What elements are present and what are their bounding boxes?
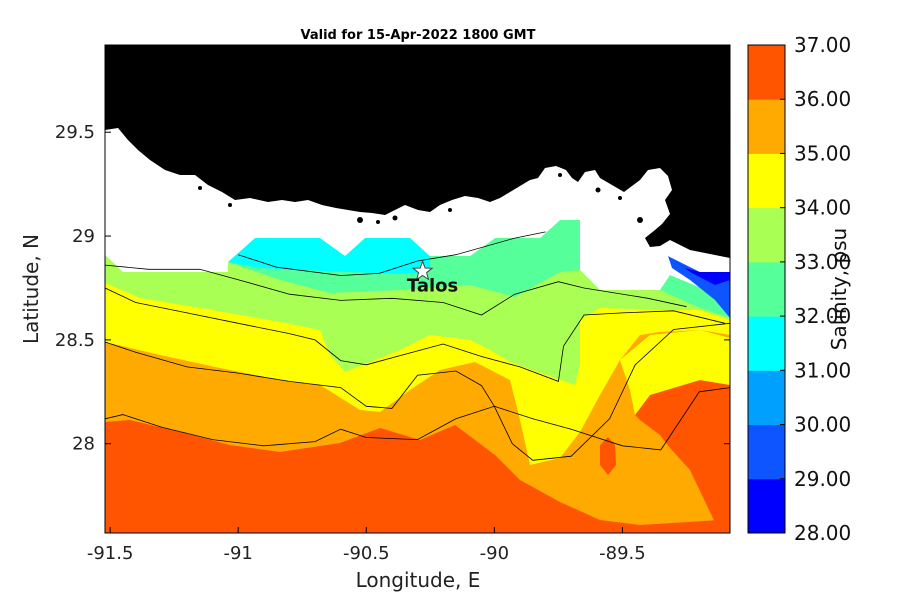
colorbar-tick-label: 28.00 xyxy=(794,521,851,545)
colorbar-tick-label: 36.00 xyxy=(794,87,851,111)
band-36-37 xyxy=(105,420,730,533)
colorbar-tick-label: 37.00 xyxy=(794,33,851,57)
land-mass xyxy=(105,45,730,258)
contour-line-35 xyxy=(105,322,730,461)
colorbar-band xyxy=(748,478,785,534)
band-36-37-island xyxy=(600,437,616,475)
x-tick-label: -90 xyxy=(480,543,509,564)
colorbar-tick-label: 34.00 xyxy=(794,196,851,220)
contour-line-36 xyxy=(105,387,730,451)
star-icon xyxy=(411,259,434,281)
plot-area: Talos xyxy=(105,45,730,533)
talos-label: Talos xyxy=(407,275,458,296)
y-tick-label: 28.5 xyxy=(55,330,95,351)
x-axis-ticks: -91.5 -91 -90.5 -90 -89.5 xyxy=(87,45,646,564)
colorbar-band xyxy=(748,316,785,371)
x-tick-label: -90.5 xyxy=(343,543,390,564)
plot-frame xyxy=(104,44,731,534)
contour-lines xyxy=(105,231,730,461)
colorbar-tick-label: 31.00 xyxy=(794,358,851,382)
y-tick-label: 29.5 xyxy=(55,122,95,143)
salinity-bands xyxy=(105,220,730,533)
colorbar-band xyxy=(748,370,785,425)
colorbar-band xyxy=(748,153,785,209)
colorbar-tick-label: 33.00 xyxy=(794,250,851,274)
colorbar-frame xyxy=(747,44,786,534)
colorbar xyxy=(748,45,785,534)
colorbar-tick-label: 32.00 xyxy=(794,304,851,328)
contour-line-34 xyxy=(105,287,725,382)
colorbar-tick-label: 29.00 xyxy=(794,467,851,491)
colorbar-band xyxy=(748,45,785,100)
y-tick-label: 28 xyxy=(72,434,95,455)
colorbar-tick-label: 35.00 xyxy=(794,141,851,165)
x-tick-label: -91 xyxy=(223,543,252,564)
contour-line-32 xyxy=(238,231,546,276)
x-axis-label: Longitude, E xyxy=(356,568,481,592)
band-31-32 xyxy=(228,238,430,274)
chart-title: Valid for 15-Apr-2022 1800 GMT xyxy=(301,28,536,43)
colorbar-band xyxy=(748,207,785,263)
colorbar-band xyxy=(748,261,785,317)
y-tick-label: 29 xyxy=(72,226,95,247)
contour-line-33 xyxy=(105,264,687,316)
colorbar-band xyxy=(748,99,785,154)
band-34-35-pocket xyxy=(620,330,730,415)
x-tick-label: -91.5 xyxy=(87,543,134,564)
colorbar-tick-label: 30.00 xyxy=(794,413,851,437)
colorbar-ticks: 37.00 36.00 35.00 34.00 33.00 32.00 31.00 30.00… xyxy=(780,33,851,545)
colorbar-label: Salinity, psu xyxy=(827,228,851,350)
y-axis-label: Latitude, N xyxy=(19,234,43,344)
talos-site-marker xyxy=(411,259,434,281)
band-lowest-salinity-east xyxy=(668,256,730,285)
band-low-salinity-east xyxy=(668,256,730,318)
band-36-37-east xyxy=(635,380,730,533)
colorbar-band xyxy=(748,424,785,480)
marsh-islands xyxy=(198,173,657,242)
x-tick-label: -89.5 xyxy=(599,543,646,564)
y-axis-ticks: 28 28.5 29 29.5 xyxy=(55,122,730,455)
